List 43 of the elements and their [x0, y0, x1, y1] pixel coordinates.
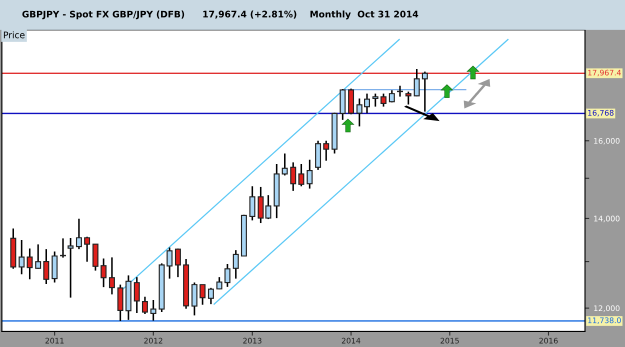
- candlestick: [200, 284, 206, 306]
- candlestick: [414, 68, 420, 98]
- candlestick: [166, 246, 173, 280]
- candlestick: [232, 249, 239, 280]
- candlestick: [340, 88, 346, 121]
- candlestick: [224, 263, 230, 288]
- candlestick: [348, 88, 354, 116]
- candlestick: [117, 284, 124, 322]
- candlestick: [290, 162, 296, 192]
- candlestick: [43, 248, 50, 285]
- candlestick: [380, 92, 386, 108]
- candlestick: [372, 92, 378, 108]
- candlestick: [68, 237, 74, 298]
- candlestick: [76, 218, 82, 250]
- candlestick: [249, 185, 256, 222]
- candlestick: [258, 186, 264, 224]
- candlestick: [142, 296, 148, 315]
- candlestick: [84, 236, 90, 262]
- candlestick: [18, 239, 25, 275]
- candlestick: [315, 140, 322, 171]
- candlestick: [174, 248, 181, 278]
- candlestick: [298, 163, 304, 188]
- candlestick: [323, 140, 330, 162]
- candlestick: [92, 243, 98, 272]
- candlestick: [26, 248, 33, 280]
- y-axis-title: Price: [4, 31, 25, 38]
- candlestick: [265, 194, 272, 220]
- candlestick: [108, 256, 115, 296]
- candlestick: [216, 276, 222, 290]
- chart-title: GBPJPY - Spot FX GBP/JPY (DFB): [22, 10, 184, 20]
- chart-subtitle: 17,967.4 (+2.81%) Monthly Oct 31 2014: [203, 10, 418, 20]
- candlestick: [60, 238, 66, 258]
- candlestick: [208, 287, 214, 305]
- candlestick: [35, 244, 42, 270]
- candlestick: [52, 250, 58, 284]
- candlestick: [134, 276, 140, 314]
- candlestick: [306, 158, 313, 190]
- candlestick: [397, 85, 403, 98]
- candlestick: [191, 282, 198, 316]
- candlestick: [282, 152, 288, 176]
- candlestick: [150, 299, 156, 322]
- candlestick: [388, 90, 395, 104]
- candlestick: [100, 258, 107, 288]
